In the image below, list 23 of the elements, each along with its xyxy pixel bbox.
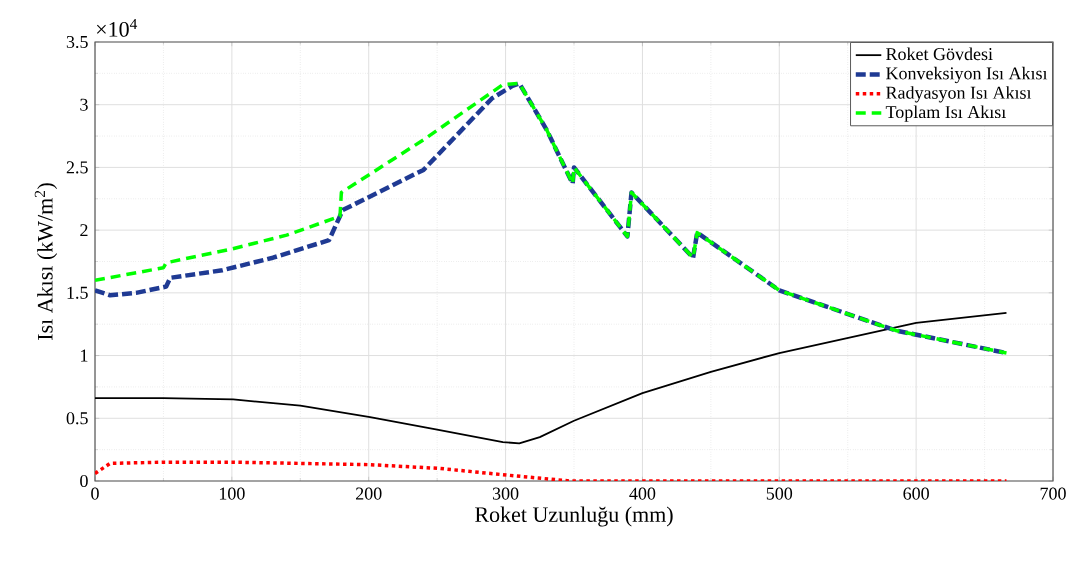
y-tick-label: 0.5 xyxy=(66,412,88,425)
x-tick-label: 0 xyxy=(91,487,99,500)
y-tick-label: 1 xyxy=(81,349,88,362)
y-tick-label: 3.5 xyxy=(66,35,88,49)
legend-label: Radyasyon Isı Akısı xyxy=(886,86,1032,103)
x-tick-label: 200 xyxy=(356,487,382,500)
legend-label: Konveksiyon Isı Akısı xyxy=(886,66,1048,84)
y-tick-label: 1.5 xyxy=(67,286,88,299)
x-tick-label: 100 xyxy=(219,487,245,500)
y-tick-label: 3 xyxy=(80,98,88,111)
x-tick-label: 300 xyxy=(492,487,519,500)
y-tick-label: 2 xyxy=(80,224,88,237)
y-tick-label: 2.5 xyxy=(66,161,88,174)
x-tick-label: 600 xyxy=(903,487,929,500)
x-axis-title: Roket Uzunluğu (mm) xyxy=(475,506,673,527)
x-tick-label: 400 xyxy=(629,487,656,500)
y-axis-title: Isı Akısı (kW/m$^{2}$) xyxy=(34,183,58,340)
y-tick-label: 0 xyxy=(80,474,88,488)
x-tick-label: 500 xyxy=(766,487,793,500)
legend-label: Toplam Isı Akısı xyxy=(885,105,1006,122)
text: ×10$^{4}$ xyxy=(96,18,138,37)
legend-label: Roket Gövdesi xyxy=(886,47,993,61)
x-tick-label: 700 xyxy=(1040,487,1066,500)
